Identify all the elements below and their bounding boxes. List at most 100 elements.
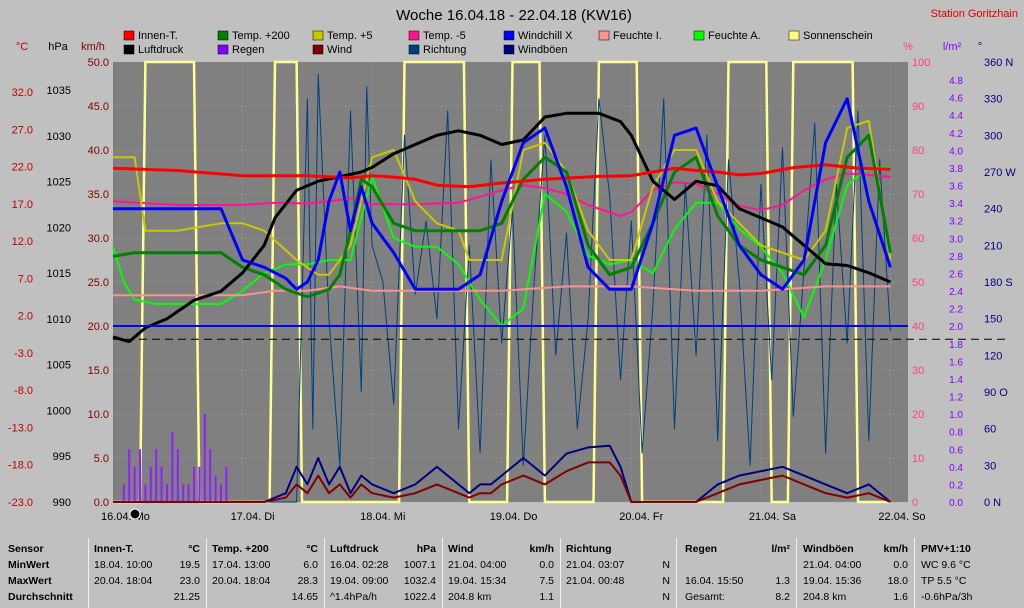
- legend-label: Innen-T.: [138, 30, 178, 42]
- innen-max-time: 20.04. 18:04: [94, 575, 153, 587]
- tick-label: 3.8: [949, 164, 963, 175]
- richtung-min-val: N: [662, 559, 670, 571]
- rain-bar: [155, 449, 158, 502]
- gust-line: [113, 444, 892, 503]
- legend-swatch: [598, 30, 610, 41]
- legend-swatch: [312, 44, 324, 55]
- station-name: Station Goritzhain: [931, 8, 1018, 20]
- stats-col-wind: Wind km/h 21.04. 04:00 0.0 19.04. 15:34 …: [442, 538, 560, 608]
- day-label: 21.04. Sa: [749, 511, 797, 523]
- tick-label: 300: [984, 130, 1002, 142]
- legend-label: Temp. +5: [327, 30, 373, 42]
- tick-label: 20.0: [88, 321, 109, 333]
- rain-bar: [198, 466, 201, 502]
- tick-label: 1005: [47, 360, 71, 372]
- reference-lines: [113, 325, 1008, 340]
- rain-bar: [214, 475, 217, 502]
- wind-line: [113, 461, 891, 503]
- legend-swatch: [217, 44, 229, 55]
- regen-title: Regen: [685, 543, 718, 555]
- tick-label: 2.0: [949, 322, 963, 333]
- tick-label: 2.6: [949, 269, 963, 280]
- tick-label: 1000: [47, 405, 71, 417]
- tick-label: 45.0: [88, 101, 109, 113]
- temp200-max-val: 28.3: [297, 575, 318, 587]
- stats-col-richtung: Richtung 21.04. 03:07 N 21.04. 00:48 N N: [560, 538, 676, 608]
- sunshine-line: [113, 60, 891, 504]
- stats-col-boeen: Windböen km/h 21.04. 04:00 0.0 19.04. 15…: [796, 538, 914, 608]
- luftdruck-unit: hPa: [416, 543, 436, 555]
- row-label-sensor: Sensor: [8, 543, 44, 555]
- rain-bar: [187, 484, 190, 502]
- tick-label: 4.8: [949, 76, 963, 87]
- innen-avg: 21.25: [173, 591, 200, 603]
- tick-label: 1035: [47, 85, 71, 97]
- axis-dir-ticks: 360 N 330 300 270 W 240 210 180 S 150 120 90 O 60 3…: [984, 57, 1016, 509]
- tick-label: 330: [984, 94, 1002, 106]
- boeen-max-val: 18.0: [887, 575, 908, 587]
- tick-label: 2.2: [949, 305, 963, 316]
- tick-label: 360 N: [984, 57, 1013, 69]
- tick-label: 270 W: [984, 167, 1016, 179]
- luftdruck-max-val: 1032.4: [403, 575, 436, 587]
- tick-label: 4.0: [949, 146, 963, 157]
- wind-min-time: 21.04. 04:00: [448, 559, 507, 571]
- day-label: 17.04. Di: [231, 511, 275, 523]
- series-sonnenschein: [113, 60, 891, 504]
- tick-label: 2.8: [949, 252, 963, 263]
- series-regen: [122, 414, 228, 502]
- pmv-line3: -0.6hPa/3h: [921, 591, 973, 603]
- temp-plus5-line: [113, 119, 892, 276]
- tick-label: 120: [984, 350, 1002, 362]
- boeen-title: Windböen: [803, 543, 854, 555]
- tick-label: 3.0: [949, 234, 963, 245]
- legend-swatch: [503, 30, 515, 41]
- luftdruck-max-time: 19.04. 09:00: [330, 575, 389, 587]
- richtung-max-time: 21.04. 00:48: [566, 575, 625, 587]
- tick-label: 990: [53, 497, 71, 509]
- pct-unit: %: [903, 41, 913, 53]
- rain-bar: [225, 466, 228, 502]
- tick-label: 0.2: [949, 480, 963, 491]
- tick-label: 2.0: [18, 311, 33, 323]
- wind-title: Wind: [448, 543, 474, 555]
- tick-label: 2.4: [949, 287, 963, 298]
- wind-max-val: 7.5: [539, 575, 554, 587]
- time-cursor-handle[interactable]: [129, 508, 141, 520]
- legend-label: Sonnenschein: [803, 30, 873, 42]
- tick-label: 1015: [47, 268, 71, 280]
- rain-bar: [165, 484, 168, 502]
- axis-temp-ticks: 32.0 27.0 22.0 17.0 12.0 7.0 2.0 -3.0 -8.0 -13.0 -…: [8, 87, 33, 509]
- tick-label: 210: [984, 240, 1002, 252]
- tick-label: 1025: [47, 177, 71, 189]
- boeen-max-time: 19.04. 15:36: [803, 575, 862, 587]
- tick-label: 1.4: [949, 375, 963, 386]
- tick-label: 1.6: [949, 357, 963, 368]
- tick-label: 30: [912, 365, 924, 377]
- tick-label: 0: [912, 497, 918, 509]
- axis-hpa-ticks: 1035 1030 1025 1020 1015 1010 1005 1000 995 990: [47, 85, 71, 509]
- tick-label: 3.4: [949, 199, 963, 210]
- temp-200-line: [112, 133, 892, 299]
- legend-label: Windchill X: [518, 30, 573, 42]
- boeen-distance: 204.8 km: [803, 591, 847, 603]
- temp200-avg: 14.65: [291, 591, 318, 603]
- tick-label: 0.0: [949, 498, 963, 509]
- time-cursor[interactable]: [129, 508, 141, 520]
- luftdruck-trend: ^1.4hPa/h: [330, 591, 377, 603]
- tick-label: 4.4: [949, 111, 963, 122]
- tick-label: 30.0: [88, 233, 109, 245]
- stats-col-regen: Regen l/m² 16.04. 15:50 1.3 Gesamt: 8.2: [676, 538, 796, 608]
- tick-label: 17.0: [12, 199, 33, 211]
- regen-total-label: Gesamt:: [685, 591, 725, 603]
- temp-unit: °C: [16, 41, 28, 53]
- boeen-unit: km/h: [883, 543, 908, 555]
- windchill-line: [113, 97, 892, 291]
- tick-label: -8.0: [14, 385, 33, 397]
- tick-label: 3.6: [949, 182, 963, 193]
- tick-label: 180 S: [984, 277, 1013, 289]
- legend-label: Regen: [232, 44, 264, 56]
- regen-max-val: 1.3: [775, 575, 790, 587]
- stats-col-luftdruck: Luftdruck hPa 16.04. 02:28 1007.1 19.04.…: [324, 538, 442, 608]
